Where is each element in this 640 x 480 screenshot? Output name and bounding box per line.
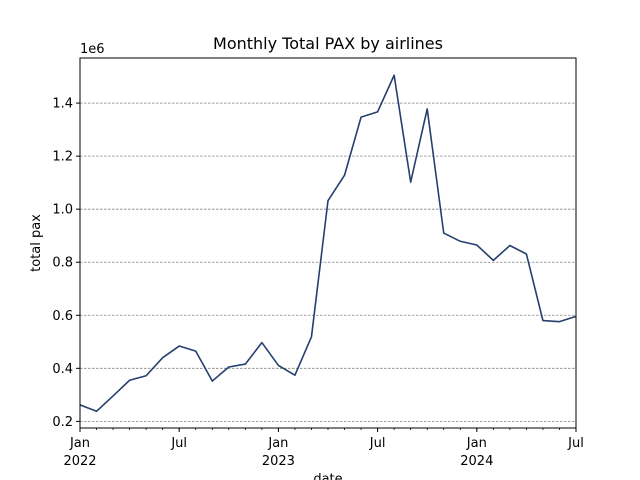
chart-title: Monthly Total PAX by airlines (213, 34, 443, 53)
x-tick-year-label: 2023 (262, 454, 295, 469)
plot-frame (79, 57, 577, 429)
x-tick-label: Jan (466, 436, 487, 451)
y-multiplier-label: 1e6 (80, 42, 105, 57)
x-tick-year-label: 2022 (63, 454, 96, 469)
x-axis-label: date (313, 472, 342, 480)
x-tick-label: Jul (567, 436, 584, 451)
y-tick-label: 0.2 (52, 415, 73, 430)
y-tick-label: 0.6 (52, 309, 73, 324)
y-tick-label: 0.8 (52, 256, 73, 271)
x-tick-label: Jan (69, 436, 90, 451)
y-tick-label: 1.2 (52, 150, 73, 165)
series-line (79, 74, 577, 413)
x-tick-label: Jul (369, 436, 386, 451)
y-tick-label: 1.0 (52, 203, 73, 218)
x-tick-label: Jul (170, 436, 187, 451)
grid-lines (80, 102, 576, 422)
y-tick-label: 0.4 (52, 362, 73, 377)
x-tick-year-label: 2024 (460, 454, 493, 469)
y-axis: 0.2 0.4 0.6 0.8 1.0 1.2 1.4 (52, 97, 80, 430)
x-tick-label: Jan (267, 436, 288, 451)
y-tick-label: 1.4 (52, 97, 73, 112)
x-axis: Jan 2022 Jul Jan 2023 Jul Jan 2024 Jul (63, 428, 584, 469)
y-axis-label: total pax (29, 214, 44, 272)
series-layer (79, 74, 577, 413)
